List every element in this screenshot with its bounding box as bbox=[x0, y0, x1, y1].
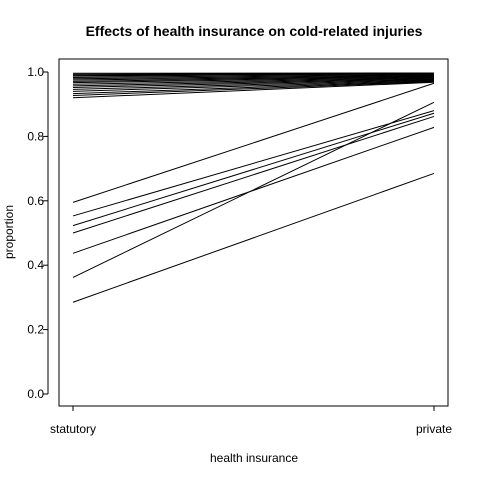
series-line bbox=[72, 110, 435, 217]
y-tick-label: 0.0 bbox=[27, 387, 44, 401]
y-axis: 0.0 0.2 0.4 0.6 0.8 1.0 bbox=[27, 65, 49, 401]
x-axis-label: health insurance bbox=[210, 451, 298, 465]
series-line bbox=[72, 76, 435, 84]
series-line bbox=[72, 172, 435, 303]
y-tick-label: 0.6 bbox=[27, 194, 44, 208]
series-line bbox=[72, 112, 435, 227]
y-tick-label: 0.8 bbox=[27, 129, 44, 143]
series-line bbox=[72, 79, 435, 90]
series-line bbox=[72, 76, 435, 82]
x-tick-label: statutory bbox=[50, 422, 96, 436]
x-tick-label: private bbox=[416, 422, 452, 436]
series-line bbox=[72, 79, 435, 92]
plot-frame bbox=[58, 58, 449, 407]
series-line bbox=[72, 74, 435, 80]
series-line bbox=[72, 77, 435, 87]
y-axis-label: proportion bbox=[2, 205, 16, 259]
series-line bbox=[72, 77, 435, 85]
series-line bbox=[72, 115, 435, 234]
y-tick-label: 0.4 bbox=[27, 258, 44, 272]
series-line bbox=[72, 126, 435, 254]
x-axis: statutory private bbox=[50, 405, 452, 436]
series-line bbox=[72, 75, 435, 81]
series-lines bbox=[72, 72, 435, 303]
series-line bbox=[72, 80, 435, 95]
y-tick-label: 1.0 bbox=[27, 65, 44, 79]
series-line bbox=[72, 74, 435, 78]
series-line bbox=[72, 78, 435, 88]
chart-title: Effects of health insurance on cold-rela… bbox=[86, 23, 423, 39]
y-tick-label: 0.2 bbox=[27, 323, 44, 337]
series-line bbox=[72, 81, 435, 99]
series-line bbox=[72, 82, 435, 203]
series-line bbox=[72, 81, 435, 97]
